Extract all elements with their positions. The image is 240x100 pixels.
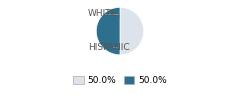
Wedge shape bbox=[96, 7, 120, 55]
Wedge shape bbox=[120, 7, 144, 55]
Text: HISPANIC: HISPANIC bbox=[88, 43, 130, 52]
Text: WHITE: WHITE bbox=[88, 10, 119, 18]
Legend: 50.0%, 50.0%: 50.0%, 50.0% bbox=[70, 73, 170, 89]
